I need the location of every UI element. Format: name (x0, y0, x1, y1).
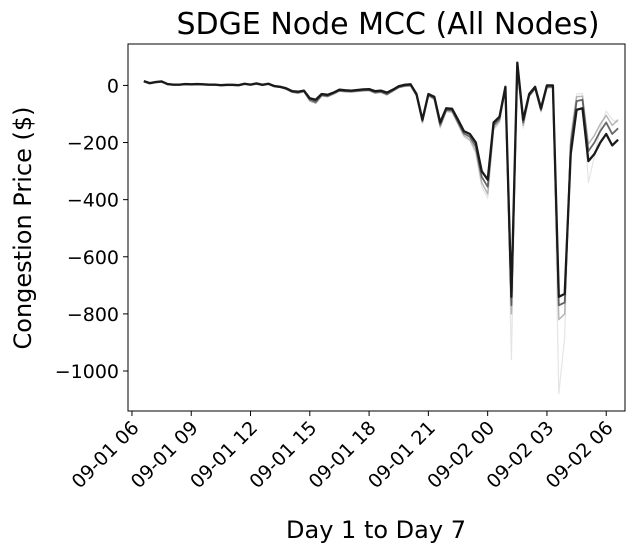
plot-frame (127, 43, 626, 412)
y-tick-label: −200 (67, 133, 119, 155)
series-line-4 (143, 70, 619, 395)
y-tick-label: −600 (67, 247, 119, 269)
y-axis-label: Congestion Price ($) (9, 107, 37, 350)
y-tick-label: −800 (67, 304, 119, 326)
x-axis-label: Day 1 to Day 7 (286, 516, 466, 544)
series-line-1 (143, 61, 619, 298)
y-tick-label: −1000 (55, 361, 119, 383)
y-tick-label: −400 (67, 190, 119, 212)
y-tick-label: 0 (107, 75, 119, 97)
y-axis: 0 −200 −400 −600 −800 −1000 (55, 75, 128, 383)
series-lines (143, 61, 619, 395)
chart-title: SDGE Node MCC (All Nodes) (176, 7, 599, 42)
series-line-2 (143, 64, 619, 307)
series-line-3 (143, 67, 619, 321)
